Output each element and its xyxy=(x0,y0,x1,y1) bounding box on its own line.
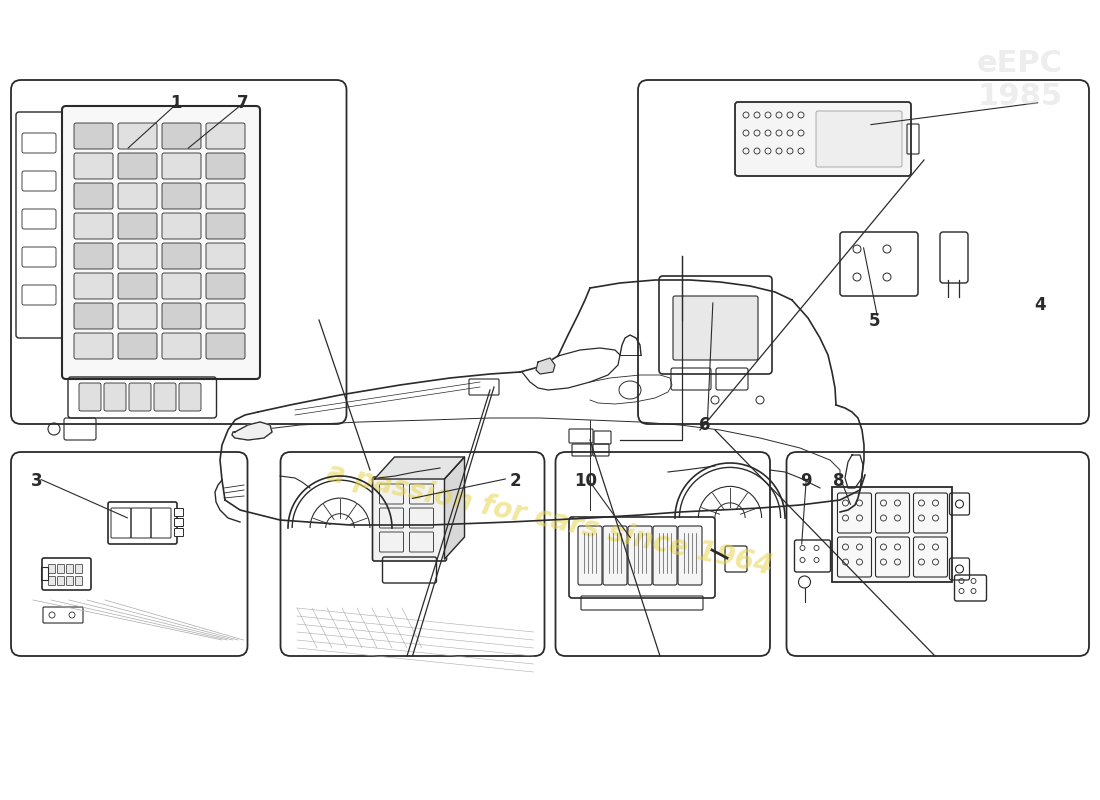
Text: eEPC
1985: eEPC 1985 xyxy=(977,49,1063,111)
FancyBboxPatch shape xyxy=(206,303,245,329)
FancyBboxPatch shape xyxy=(206,213,245,239)
FancyBboxPatch shape xyxy=(628,526,652,585)
FancyBboxPatch shape xyxy=(162,243,201,269)
FancyBboxPatch shape xyxy=(74,123,113,149)
Polygon shape xyxy=(536,358,556,374)
FancyBboxPatch shape xyxy=(66,577,74,586)
FancyBboxPatch shape xyxy=(104,383,126,411)
FancyBboxPatch shape xyxy=(162,123,201,149)
FancyBboxPatch shape xyxy=(206,183,245,209)
FancyBboxPatch shape xyxy=(603,526,627,585)
FancyBboxPatch shape xyxy=(162,213,201,239)
FancyBboxPatch shape xyxy=(74,243,113,269)
FancyBboxPatch shape xyxy=(206,243,245,269)
FancyBboxPatch shape xyxy=(162,183,201,209)
FancyBboxPatch shape xyxy=(162,153,201,179)
FancyBboxPatch shape xyxy=(118,333,157,359)
FancyBboxPatch shape xyxy=(206,123,245,149)
Text: 7: 7 xyxy=(236,94,249,112)
FancyBboxPatch shape xyxy=(74,303,113,329)
Text: 10: 10 xyxy=(574,472,597,490)
Text: 1: 1 xyxy=(170,94,182,112)
FancyBboxPatch shape xyxy=(673,296,758,360)
FancyBboxPatch shape xyxy=(578,526,602,585)
FancyBboxPatch shape xyxy=(206,333,245,359)
FancyBboxPatch shape xyxy=(162,333,201,359)
FancyBboxPatch shape xyxy=(118,213,157,239)
FancyBboxPatch shape xyxy=(76,577,82,586)
FancyBboxPatch shape xyxy=(678,526,702,585)
FancyBboxPatch shape xyxy=(129,383,151,411)
FancyBboxPatch shape xyxy=(118,243,157,269)
FancyBboxPatch shape xyxy=(162,273,201,299)
FancyBboxPatch shape xyxy=(162,303,201,329)
FancyBboxPatch shape xyxy=(206,153,245,179)
Text: a passion for cars since 1964: a passion for cars since 1964 xyxy=(324,459,776,581)
FancyBboxPatch shape xyxy=(57,577,65,586)
FancyBboxPatch shape xyxy=(175,509,184,517)
FancyBboxPatch shape xyxy=(118,273,157,299)
FancyBboxPatch shape xyxy=(154,383,176,411)
FancyBboxPatch shape xyxy=(735,102,911,176)
FancyBboxPatch shape xyxy=(79,383,101,411)
FancyBboxPatch shape xyxy=(74,183,113,209)
Text: 3: 3 xyxy=(31,472,43,490)
FancyBboxPatch shape xyxy=(118,183,157,209)
FancyBboxPatch shape xyxy=(118,303,157,329)
FancyBboxPatch shape xyxy=(175,529,184,537)
FancyBboxPatch shape xyxy=(74,213,113,239)
Text: 2: 2 xyxy=(509,472,521,490)
FancyBboxPatch shape xyxy=(832,487,952,582)
FancyBboxPatch shape xyxy=(373,477,447,561)
FancyBboxPatch shape xyxy=(118,153,157,179)
Text: 4: 4 xyxy=(1034,296,1046,314)
Polygon shape xyxy=(444,457,464,559)
Text: 6: 6 xyxy=(698,416,710,434)
Polygon shape xyxy=(232,422,272,440)
FancyBboxPatch shape xyxy=(118,123,157,149)
Polygon shape xyxy=(374,457,464,479)
Text: 5: 5 xyxy=(869,312,880,330)
FancyBboxPatch shape xyxy=(48,577,55,586)
FancyBboxPatch shape xyxy=(74,333,113,359)
Text: 9: 9 xyxy=(800,472,812,490)
FancyBboxPatch shape xyxy=(76,565,82,574)
FancyBboxPatch shape xyxy=(74,153,113,179)
FancyBboxPatch shape xyxy=(816,111,902,167)
FancyBboxPatch shape xyxy=(175,518,184,526)
FancyBboxPatch shape xyxy=(66,565,74,574)
FancyBboxPatch shape xyxy=(62,106,260,379)
Text: 8: 8 xyxy=(833,472,844,490)
FancyBboxPatch shape xyxy=(179,383,201,411)
FancyBboxPatch shape xyxy=(206,273,245,299)
FancyBboxPatch shape xyxy=(48,565,55,574)
FancyBboxPatch shape xyxy=(57,565,65,574)
FancyBboxPatch shape xyxy=(653,526,676,585)
FancyBboxPatch shape xyxy=(74,273,113,299)
